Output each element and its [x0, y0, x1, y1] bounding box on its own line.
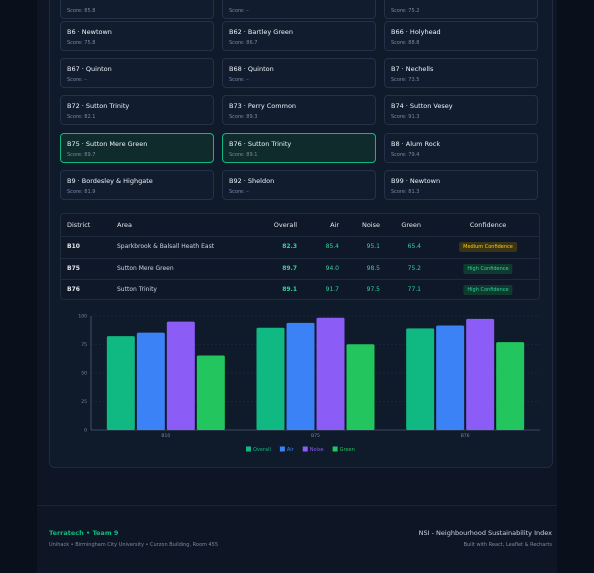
card-score: Score: 89.7 — [67, 152, 96, 158]
table-cell: 85.4 — [325, 243, 339, 250]
card-score: Score: 89.1 — [229, 152, 258, 158]
card-score: Score: 82.1 — [67, 114, 96, 120]
district-card[interactable]: B75 · Sutton Mere Green Score: 89.7 — [60, 133, 214, 163]
confidence-badge: High Confidence — [463, 263, 513, 274]
card-score: Score: 86.7 — [229, 40, 258, 46]
card-score: Score: – — [229, 77, 249, 83]
table-cell: 91.7 — [325, 286, 339, 293]
footer-product: NSI - Neighbourhood Sustainability Index — [418, 529, 552, 537]
card-title: B7 · Nechells — [391, 65, 434, 73]
card-title: B8 · Alum Rock — [391, 140, 441, 148]
table-header: Air — [330, 221, 339, 229]
card-score: Score: 89.3 — [229, 114, 258, 120]
row-divider — [61, 257, 539, 259]
confidence-badge: Medium Confidence — [459, 242, 517, 252]
card-score: Score: 75.2 — [391, 8, 420, 14]
table-cell: 89.7 — [282, 264, 297, 272]
table-header: Area — [117, 221, 132, 229]
district-card[interactable]: B92 · Sheldon Score: – — [222, 170, 376, 200]
district-card[interactable]: B8 · Alum Rock Score: 79.4 — [384, 133, 538, 163]
card-title: B72 · Sutton Trinity — [67, 102, 130, 110]
table-cell: 75.2 — [407, 264, 421, 272]
card-title: B73 · Perry Common — [229, 102, 297, 110]
district-card[interactable]: B67 · Quinton Score: – — [60, 58, 214, 88]
card-score: Score: 91.3 — [391, 114, 420, 120]
footer-team: Terratech • Team 9 — [49, 529, 119, 537]
card-title: B62 · Bartley Green — [229, 28, 293, 36]
district-card[interactable]: B73 · Perry Common Score: 89.3 — [222, 95, 376, 125]
confidence-badge: High Confidence — [463, 285, 513, 295]
district-card[interactable]: B9 · Bordesley & Highgate Score: 81.9 — [60, 170, 214, 200]
district-card[interactable]: B72 · Sutton Trinity Score: 82.1 — [60, 95, 214, 125]
table-cell: 82.3 — [282, 243, 297, 250]
comparison-table: District Area Overall Air Noise Green Confiden… — [60, 213, 540, 300]
table-header: Noise — [361, 221, 380, 229]
district-card[interactable]: Score: 75.2 — [384, 0, 538, 19]
card-title: B76 · Sutton Trinity — [229, 140, 292, 148]
card-score: Score: 75.8 — [67, 40, 96, 46]
card-score: Score: – — [229, 189, 249, 195]
row-divider — [61, 236, 539, 237]
table-header: District — [67, 221, 91, 229]
table-cell: Sutton Mere Green — [117, 264, 174, 272]
district-card[interactable]: B6 · Newtown Score: 75.8 — [60, 21, 214, 51]
card-score: Score: 73.5 — [391, 77, 420, 83]
district-card[interactable]: B74 · Sutton Vesey Score: 91.3 — [384, 95, 538, 125]
card-title: B66 · Holyhead — [391, 28, 441, 36]
card-score: Score: – — [229, 8, 249, 14]
row-divider — [61, 279, 539, 280]
table-cell: B76 — [67, 286, 80, 293]
card-score: Score: 79.4 — [391, 152, 420, 158]
footer-credits: Built with React, Leaflet & Recharts — [463, 542, 552, 548]
table-header: Green — [401, 221, 421, 229]
card-title: B99 · Newtown — [391, 177, 441, 185]
card-title: B9 · Bordesley & Highgate — [67, 177, 153, 185]
table-cell: B75 — [67, 264, 80, 272]
card-score: Score: 81.9 — [67, 189, 96, 195]
district-card[interactable]: B99 · Newtown Score: 81.3 — [384, 170, 538, 200]
footer-divider — [37, 505, 557, 506]
card-score: Score: 85.8 — [67, 8, 96, 14]
table-header: Confidence — [469, 221, 507, 229]
footer-address: Unihack • Birmingham City University • C… — [49, 542, 219, 548]
card-title: B6 · Newtown — [67, 28, 112, 36]
district-card[interactable]: Score: – — [222, 0, 376, 19]
table-cell: Sutton Trinity — [117, 286, 157, 293]
district-card[interactable]: B66 · Holyhead Score: 88.8 — [384, 21, 538, 51]
card-title: B68 · Quinton — [229, 65, 274, 73]
card-score: Score: – — [67, 77, 87, 83]
district-card[interactable]: B68 · Quinton Score: – — [222, 58, 376, 88]
card-score: Score: 88.8 — [391, 40, 420, 46]
table-cell: 94.0 — [325, 264, 339, 272]
card-title: B75 · Sutton Mere Green — [67, 140, 148, 148]
table-cell: 77.1 — [407, 286, 421, 293]
card-title: B67 · Quinton — [67, 65, 112, 73]
table-cell: 65.4 — [407, 243, 421, 250]
table-cell: 95.1 — [366, 243, 380, 250]
table-cell: 89.1 — [282, 286, 297, 293]
district-card[interactable]: B7 · Nechells Score: 73.5 — [384, 58, 538, 88]
card-score: Score: 81.3 — [391, 189, 420, 195]
table-cell: 97.5 — [366, 286, 380, 293]
table-cell: Sparkbrook & Balsall Heath East — [117, 243, 215, 250]
district-card[interactable]: Score: 85.8 — [60, 0, 214, 19]
table-cell: B10 — [67, 243, 80, 250]
card-title: B92 · Sheldon — [229, 177, 275, 185]
table-cell: 98.5 — [366, 264, 380, 272]
table-header: Overall — [273, 221, 297, 229]
district-card[interactable]: B76 · Sutton Trinity Score: 89.1 — [222, 133, 376, 163]
district-card[interactable]: B62 · Bartley Green Score: 86.7 — [222, 21, 376, 51]
card-title: B74 · Sutton Vesey — [391, 102, 453, 110]
